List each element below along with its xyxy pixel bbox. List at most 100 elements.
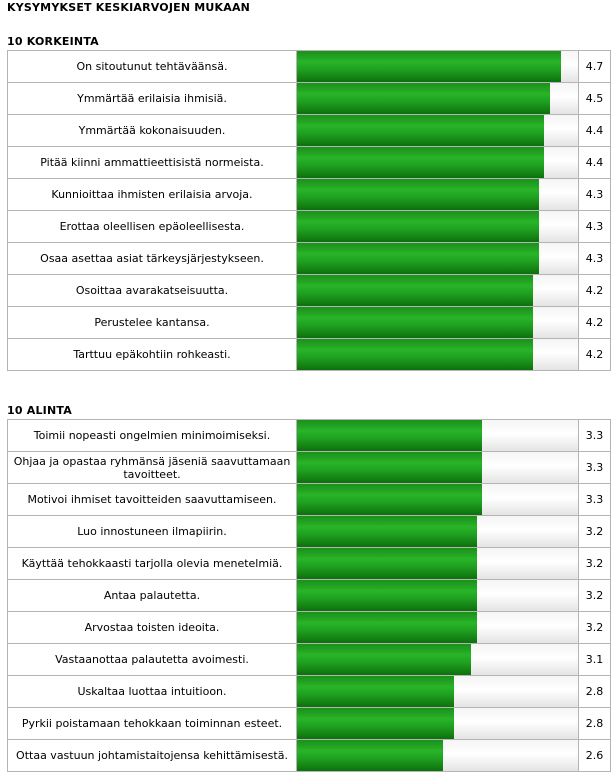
category-label: Motivoi ihmiset tavoitteiden saavuttamis… bbox=[7, 483, 297, 516]
bar bbox=[297, 307, 534, 338]
bar-cell bbox=[296, 643, 579, 676]
bar bbox=[297, 275, 534, 306]
value-label: 4.3 bbox=[578, 178, 611, 211]
value-label: 3.3 bbox=[578, 419, 611, 452]
bar bbox=[297, 644, 472, 675]
chart-row: Käyttää tehokkaasti tarjolla olevia mene… bbox=[7, 547, 611, 580]
section-title-bottom: 10 ALINTA bbox=[7, 404, 72, 417]
bar-cell bbox=[296, 707, 579, 740]
value-label: 4.2 bbox=[578, 338, 611, 371]
value-label: 3.3 bbox=[578, 483, 611, 516]
value-label: 4.2 bbox=[578, 274, 611, 307]
category-label: Käyttää tehokkaasti tarjolla olevia mene… bbox=[7, 547, 297, 580]
category-label: Antaa palautetta. bbox=[7, 579, 297, 612]
bar-cell bbox=[296, 114, 579, 147]
bar bbox=[297, 676, 455, 707]
category-label: Erottaa oleellisen epäoleellisesta. bbox=[7, 210, 297, 243]
bar-cell bbox=[296, 242, 579, 275]
bar-cell bbox=[296, 146, 579, 179]
value-label: 3.2 bbox=[578, 611, 611, 644]
value-label: 4.3 bbox=[578, 210, 611, 243]
chart-row: Ottaa vastuun johtamistaitojensa kehittä… bbox=[7, 739, 611, 772]
category-label: On sitoutunut tehtäväänsä. bbox=[7, 50, 297, 83]
chart-row: Ohjaa ja opastaa ryhmänsä jäseniä saavut… bbox=[7, 451, 611, 484]
category-label: Arvostaa toisten ideoita. bbox=[7, 611, 297, 644]
bar-cell bbox=[296, 210, 579, 243]
value-label: 4.5 bbox=[578, 82, 611, 115]
value-label: 4.7 bbox=[578, 50, 611, 83]
chart-row: Antaa palautetta. 3.2 bbox=[7, 579, 611, 612]
value-label: 3.2 bbox=[578, 547, 611, 580]
bar-cell bbox=[296, 419, 579, 452]
category-label: Ottaa vastuun johtamistaitojensa kehittä… bbox=[7, 739, 297, 772]
bar bbox=[297, 83, 550, 114]
category-label: Perustelee kantansa. bbox=[7, 306, 297, 339]
bar bbox=[297, 243, 539, 274]
bar-cell bbox=[296, 306, 579, 339]
category-label: Kunnioittaa ihmisten erilaisia arvoja. bbox=[7, 178, 297, 211]
bottom-ten-chart: Toimii nopeasti ongelmien minimoimiseksi… bbox=[7, 419, 611, 772]
chart-row: Perustelee kantansa. 4.2 bbox=[7, 306, 611, 339]
chart-row: Ymmärtää erilaisia ihmisiä. 4.5 bbox=[7, 82, 611, 115]
bar-cell bbox=[296, 611, 579, 644]
chart-row: Toimii nopeasti ongelmien minimoimiseksi… bbox=[7, 419, 611, 452]
chart-row: Pyrkii poistamaan tehokkaan toiminnan es… bbox=[7, 707, 611, 740]
bar-cell bbox=[296, 515, 579, 548]
chart-row: Vastaanottaa palautetta avoimesti. 3.1 bbox=[7, 643, 611, 676]
bar bbox=[297, 516, 477, 547]
chart-row: Kunnioittaa ihmisten erilaisia arvoja. 4.… bbox=[7, 178, 611, 211]
value-label: 3.3 bbox=[578, 451, 611, 484]
category-label: Pyrkii poistamaan tehokkaan toiminnan es… bbox=[7, 707, 297, 740]
category-label: Ohjaa ja opastaa ryhmänsä jäseniä saavut… bbox=[7, 451, 297, 484]
bar bbox=[297, 708, 455, 739]
chart-row: Tarttuu epäkohtiin rohkeasti. 4.2 bbox=[7, 338, 611, 371]
bar bbox=[297, 452, 483, 483]
bar-cell bbox=[296, 483, 579, 516]
bar bbox=[297, 339, 534, 370]
value-label: 2.8 bbox=[578, 675, 611, 708]
category-label: Vastaanottaa palautetta avoimesti. bbox=[7, 643, 297, 676]
top-ten-chart: On sitoutunut tehtäväänsä. 4.7 Ymmärtää er… bbox=[7, 50, 611, 371]
value-label: 4.3 bbox=[578, 242, 611, 275]
chart-row: Motivoi ihmiset tavoitteiden saavuttamis… bbox=[7, 483, 611, 516]
bar-cell bbox=[296, 675, 579, 708]
bar-cell bbox=[296, 274, 579, 307]
bar-cell bbox=[296, 178, 579, 211]
bar-cell bbox=[296, 451, 579, 484]
value-label: 3.1 bbox=[578, 643, 611, 676]
category-label: Osaa asettaa asiat tärkeysjärjestykseen. bbox=[7, 242, 297, 275]
value-label: 4.4 bbox=[578, 146, 611, 179]
bar-cell bbox=[296, 547, 579, 580]
value-label: 3.2 bbox=[578, 579, 611, 612]
bar-cell bbox=[296, 338, 579, 371]
value-label: 3.2 bbox=[578, 515, 611, 548]
bar bbox=[297, 580, 477, 611]
chart-row: Ymmärtää kokonaisuuden. 4.4 bbox=[7, 114, 611, 147]
bar bbox=[297, 211, 539, 242]
chart-row: Erottaa oleellisen epäoleellisesta. 4.3 bbox=[7, 210, 611, 243]
bar bbox=[297, 612, 477, 643]
page-title: KYSYMYKSET KESKIARVOJEN MUKAAN bbox=[7, 1, 251, 14]
bar bbox=[297, 420, 483, 451]
bar-cell bbox=[296, 50, 579, 83]
bar bbox=[297, 548, 477, 579]
bar bbox=[297, 179, 539, 210]
bar bbox=[297, 115, 545, 146]
category-label: Ymmärtää erilaisia ihmisiä. bbox=[7, 82, 297, 115]
bar bbox=[297, 740, 444, 771]
chart-row: Osoittaa avarakatseisuutta. 4.2 bbox=[7, 274, 611, 307]
value-label: 2.8 bbox=[578, 707, 611, 740]
category-label: Pitää kiinni ammattieettisistä normeista… bbox=[7, 146, 297, 179]
category-label: Ymmärtää kokonaisuuden. bbox=[7, 114, 297, 147]
bar bbox=[297, 147, 545, 178]
value-label: 4.4 bbox=[578, 114, 611, 147]
chart-row: Osaa asettaa asiat tärkeysjärjestykseen.… bbox=[7, 242, 611, 275]
bar-cell bbox=[296, 82, 579, 115]
chart-row: Pitää kiinni ammattieettisistä normeista… bbox=[7, 146, 611, 179]
bar-cell bbox=[296, 579, 579, 612]
category-label: Osoittaa avarakatseisuutta. bbox=[7, 274, 297, 307]
bar bbox=[297, 484, 483, 515]
category-label: Uskaltaa luottaa intuitioon. bbox=[7, 675, 297, 708]
category-label: Toimii nopeasti ongelmien minimoimiseksi… bbox=[7, 419, 297, 452]
bar bbox=[297, 51, 562, 82]
